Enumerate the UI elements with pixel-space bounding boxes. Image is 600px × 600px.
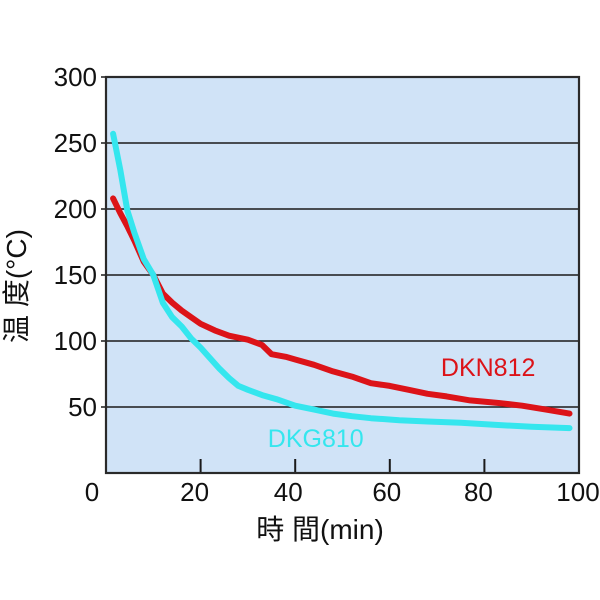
series-label-dkg810: DKG810	[268, 425, 364, 453]
y-tick-label: 300	[54, 62, 97, 92]
series-line-dkg810	[110, 130, 573, 432]
x-tick-label: 40	[274, 477, 303, 507]
y-tick-label: 50	[68, 392, 97, 422]
y-tick-label: 100	[54, 326, 97, 356]
x-tick-label: 20	[180, 477, 209, 507]
series-label-dkn812: DKN812	[441, 354, 536, 382]
x-tick-label: 0	[85, 477, 99, 507]
x-axis-title: 時 間(min)	[256, 514, 384, 545]
x-tick-label: 100	[556, 477, 599, 507]
y-tick-label: 200	[54, 194, 97, 224]
plot-border	[104, 75, 581, 475]
y-tick-label: 150	[54, 260, 97, 290]
x-tick-label: 60	[372, 477, 401, 507]
y-tick-label: 250	[54, 128, 97, 158]
y-axis-title: 温 度(°C)	[1, 229, 32, 343]
x-tick-label: 80	[464, 477, 493, 507]
